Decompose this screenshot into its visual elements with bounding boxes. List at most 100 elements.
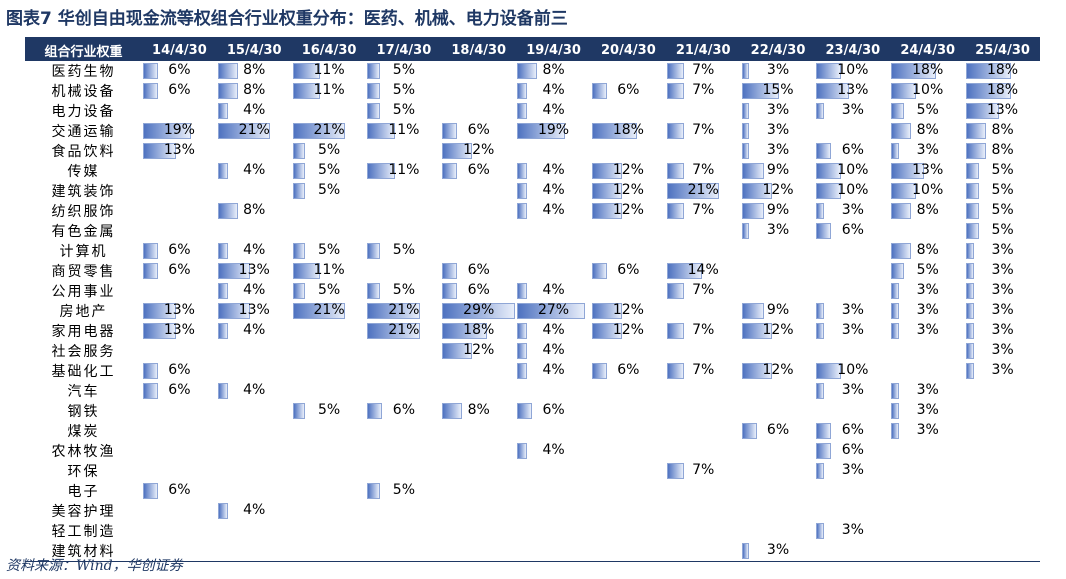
weight-bar bbox=[367, 163, 395, 179]
weight-cell: 6% bbox=[516, 401, 591, 421]
weight-label: 9% bbox=[766, 302, 790, 318]
weight-cell bbox=[441, 181, 516, 201]
weight-label: 18% bbox=[986, 82, 1019, 98]
weight-bar bbox=[666, 323, 685, 339]
weight-bar bbox=[143, 83, 158, 99]
weight-label: 6% bbox=[841, 422, 864, 438]
weight-bar bbox=[816, 83, 849, 99]
weight-bar bbox=[217, 83, 238, 99]
weight-cell: 3% bbox=[890, 401, 965, 421]
weight-label: 6% bbox=[467, 162, 490, 178]
weight-label: 3% bbox=[841, 462, 864, 478]
weight-cell: 6% bbox=[142, 241, 217, 261]
column-header: 17/4/30 bbox=[366, 37, 442, 61]
weight-cell: 5% bbox=[965, 221, 1040, 241]
weight-cell bbox=[441, 441, 516, 461]
row-name: 家用电器 bbox=[51, 324, 116, 340]
weight-cell: 7% bbox=[666, 321, 741, 341]
weight-cell bbox=[142, 101, 217, 121]
weight-label: 5% bbox=[392, 102, 415, 118]
weight-cell: 8% bbox=[217, 61, 292, 81]
weight-cell: 3% bbox=[815, 301, 890, 321]
weight-cell: 4% bbox=[217, 241, 292, 261]
weight-cell bbox=[441, 201, 516, 221]
weight-cell bbox=[591, 461, 666, 481]
weight-cell bbox=[441, 221, 516, 241]
weight-cell: 3% bbox=[815, 201, 890, 221]
weight-cell bbox=[366, 181, 441, 201]
weight-bar bbox=[143, 63, 158, 79]
weight-label: 13% bbox=[238, 302, 270, 318]
weight-bar bbox=[966, 223, 979, 239]
weight-label: 4% bbox=[243, 382, 266, 398]
weight-cell bbox=[516, 501, 591, 521]
row-name: 基础化工 bbox=[51, 364, 116, 380]
row-name: 交通运输 bbox=[51, 124, 116, 140]
weight-cell bbox=[516, 481, 591, 501]
weight-cell bbox=[292, 101, 367, 121]
column-header: 22/4/30 bbox=[740, 37, 816, 61]
weight-cell bbox=[591, 421, 666, 441]
weight-cell: 5% bbox=[965, 201, 1040, 221]
weight-cell: 12% bbox=[441, 341, 516, 361]
weight-bar bbox=[517, 63, 538, 79]
weight-cell: 29% bbox=[441, 301, 516, 321]
column-header: 19/4/30 bbox=[516, 37, 591, 61]
weight-bar bbox=[591, 203, 622, 219]
weight-bar bbox=[741, 103, 750, 119]
weight-label: 5% bbox=[916, 102, 939, 118]
weight-label: 4% bbox=[542, 162, 565, 178]
weight-cell bbox=[965, 461, 1040, 481]
weight-cell bbox=[815, 281, 890, 301]
weight-label: 21% bbox=[313, 122, 345, 138]
weight-label: 12% bbox=[762, 322, 794, 338]
table-row: 交通运输 19% 21% 21% 11% 6% 19% 18% 7% 3% 8% 8% bbox=[25, 121, 1040, 141]
weight-label: 3% bbox=[916, 302, 939, 318]
weight-label: 3% bbox=[766, 542, 790, 558]
weight-cell bbox=[965, 521, 1040, 541]
weight-cell: 12% bbox=[741, 181, 816, 201]
weight-label: 3% bbox=[991, 242, 1014, 258]
weight-cell bbox=[217, 221, 292, 241]
weight-label: 3% bbox=[991, 302, 1014, 318]
weight-label: 3% bbox=[991, 282, 1014, 298]
weight-label: 29% bbox=[463, 302, 495, 318]
weight-cell: 3% bbox=[741, 121, 816, 141]
weight-label: 8% bbox=[243, 82, 266, 98]
weight-label: 6% bbox=[168, 82, 191, 98]
weight-label: 5% bbox=[392, 82, 415, 98]
weight-cell bbox=[591, 381, 666, 401]
weight-cell: 13% bbox=[965, 101, 1040, 121]
weight-table: 组合行业权重 14/4/30 15/4/30 16/4/30 17/4/30 18/4/3… bbox=[25, 37, 1040, 562]
weight-cell bbox=[217, 341, 292, 361]
weight-label: 8% bbox=[243, 202, 266, 218]
weight-label: 5% bbox=[991, 182, 1014, 198]
weight-bar bbox=[591, 83, 607, 99]
table-row: 食品饮料 13% 5% 12% 3% 6% 3% 8% bbox=[25, 141, 1040, 161]
weight-cell: 12% bbox=[591, 301, 666, 321]
weight-bar bbox=[517, 123, 565, 139]
weight-bar bbox=[966, 343, 974, 359]
weight-label: 12% bbox=[463, 142, 495, 158]
weight-bar bbox=[891, 243, 912, 259]
row-name: 汽车 bbox=[67, 384, 100, 400]
weight-cell: 7% bbox=[666, 61, 741, 81]
row-name: 医药生物 bbox=[51, 64, 116, 80]
weight-cell: 3% bbox=[965, 301, 1040, 321]
weight-cell bbox=[441, 101, 516, 121]
weight-bar bbox=[591, 363, 607, 379]
weight-label: 5% bbox=[392, 62, 415, 78]
weight-cell: 21% bbox=[292, 301, 367, 321]
weight-bar bbox=[591, 123, 637, 139]
weight-bar bbox=[143, 363, 158, 379]
weight-label: 4% bbox=[243, 162, 266, 178]
weight-cell: 6% bbox=[142, 481, 217, 501]
weight-label: 5% bbox=[392, 482, 415, 498]
weight-bar bbox=[217, 503, 228, 519]
weight-label: 3% bbox=[991, 362, 1014, 378]
weight-cell: 5% bbox=[366, 61, 441, 81]
weight-label: 6% bbox=[766, 422, 790, 438]
weight-label: 21% bbox=[388, 322, 420, 338]
weight-cell: 12% bbox=[591, 201, 666, 221]
weight-cell: 5% bbox=[292, 141, 367, 161]
